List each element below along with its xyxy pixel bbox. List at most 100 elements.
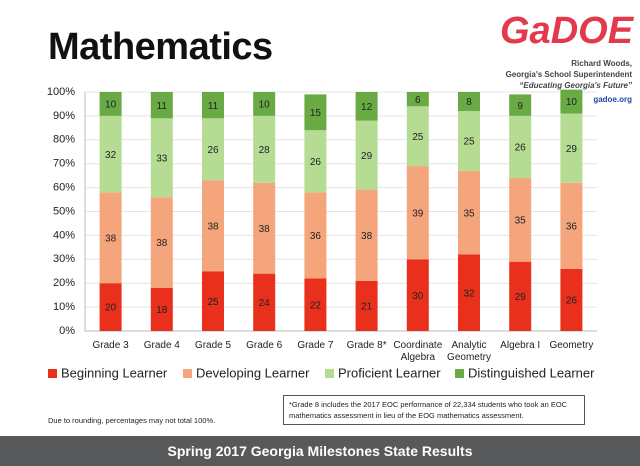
footer: Spring 2017 Georgia Milestones State Res… xyxy=(0,436,640,466)
data-label: 32 xyxy=(105,150,117,161)
data-label: 30 xyxy=(412,291,424,302)
header-line: “Educating Georgia's Future” xyxy=(519,81,632,90)
bar-segment xyxy=(509,94,532,116)
x-tick-label: Grade 7 xyxy=(297,340,334,351)
data-label: 33 xyxy=(156,153,168,164)
x-tick-label: Grade 6 xyxy=(246,340,283,351)
y-tick-label: 70% xyxy=(53,158,75,170)
bar-segment xyxy=(355,120,378,190)
x-tick-label: Analytic Geometry xyxy=(447,340,491,363)
bar-segment xyxy=(99,115,122,193)
data-label: 36 xyxy=(566,221,578,232)
data-label: 38 xyxy=(207,221,219,232)
bar-segment xyxy=(355,92,378,121)
note: *Grade 8 includes the 2017 EOC performan… xyxy=(283,395,585,425)
bar-segment xyxy=(253,115,276,183)
y-tick-label: 90% xyxy=(53,110,75,122)
data-label: 18 xyxy=(156,305,168,316)
bar-segment xyxy=(406,92,429,107)
bar-segment xyxy=(406,106,429,167)
data-label: 26 xyxy=(515,143,527,154)
legend-swatch xyxy=(183,369,192,378)
bar-segment xyxy=(202,180,224,272)
bar-segment xyxy=(560,182,583,269)
data-label: 22 xyxy=(310,300,322,311)
data-label: 10 xyxy=(105,100,117,111)
bar-segment xyxy=(99,192,122,284)
bar-segment xyxy=(202,118,224,181)
bar-segment xyxy=(458,111,480,171)
legend-swatch xyxy=(325,369,334,378)
data-label: 32 xyxy=(463,288,475,299)
legend-swatch xyxy=(455,369,464,378)
bar-segment xyxy=(304,94,327,131)
data-label: 26 xyxy=(207,145,219,156)
data-label: 8 xyxy=(466,97,472,108)
data-label: 29 xyxy=(515,292,527,303)
data-label: 38 xyxy=(361,231,373,242)
x-tick-label: Grade 8* xyxy=(346,340,387,351)
bar-segment xyxy=(202,271,224,331)
data-label: 26 xyxy=(310,157,322,168)
x-tick-label: Coordinate Algebra xyxy=(393,340,443,363)
chart: 0% 10% 20% 30% 40% 50% 60% 70% 80% 90% 100% 20 38 32 1… xyxy=(47,86,597,380)
bar-segment xyxy=(253,182,276,274)
y-tick-label: 100% xyxy=(47,86,75,98)
y-tick-label: 80% xyxy=(53,134,75,146)
data-label: 10 xyxy=(566,97,578,108)
data-label: 26 xyxy=(566,296,578,307)
bar-segment xyxy=(99,92,122,116)
legend-swatch xyxy=(48,369,57,378)
bar-segment xyxy=(560,268,583,331)
data-label: 25 xyxy=(207,297,219,308)
data-label: 36 xyxy=(310,231,322,242)
data-label: 9 xyxy=(517,101,523,112)
y-tick-label: 10% xyxy=(53,301,75,313)
bar-segment xyxy=(304,278,327,331)
data-label: 38 xyxy=(105,233,117,244)
legend-label: Developing Learner xyxy=(196,365,310,380)
bar-segment xyxy=(304,130,327,193)
bar-segment xyxy=(560,113,583,183)
data-label: 38 xyxy=(259,224,271,235)
bar-segment xyxy=(560,89,583,114)
bar-segment xyxy=(150,197,173,288)
data-label: 12 xyxy=(361,102,373,113)
link[interactable]: gadoe.org xyxy=(593,95,632,104)
data-label: 11 xyxy=(157,101,168,112)
data-label: 29 xyxy=(361,151,373,162)
data-label: 21 xyxy=(361,302,373,313)
x-tick-label: Grade 3 xyxy=(92,340,129,351)
data-label: 35 xyxy=(463,208,475,219)
bar-segment xyxy=(509,115,532,179)
header-line: Georgia's School Superintendent xyxy=(505,70,632,79)
y-tick-label: 60% xyxy=(53,182,75,194)
legend-label: Beginning Learner xyxy=(61,365,168,380)
bar-segment xyxy=(406,259,429,331)
data-label: 29 xyxy=(566,144,578,155)
data-label: 39 xyxy=(412,208,424,219)
bar-segment xyxy=(150,287,173,331)
x-tick-label: Grade 4 xyxy=(143,340,180,351)
data-label: 25 xyxy=(412,132,424,143)
x-tick-label: Algebra I xyxy=(500,340,541,351)
bar-segment xyxy=(406,166,429,260)
bar-segment xyxy=(253,273,276,331)
bar-segment xyxy=(150,92,173,119)
y-tick-label: 30% xyxy=(53,253,75,265)
data-label: 6 xyxy=(415,95,421,106)
bar-segment xyxy=(509,178,532,262)
y-tick-label: 0% xyxy=(59,325,75,337)
footnote: Due to rounding, percentages may not tot… xyxy=(48,416,216,425)
data-label: 11 xyxy=(208,101,219,112)
data-label: 25 xyxy=(463,137,475,148)
bar-segment xyxy=(509,261,532,331)
legend-label: Proficient Learner xyxy=(338,365,441,380)
data-label: 35 xyxy=(515,216,527,227)
x-tick-label: Grade 5 xyxy=(194,340,232,351)
y-tick-label: 20% xyxy=(53,277,75,289)
data-label: 24 xyxy=(259,298,271,309)
data-label: 38 xyxy=(156,238,168,249)
bar-segment xyxy=(304,192,327,279)
